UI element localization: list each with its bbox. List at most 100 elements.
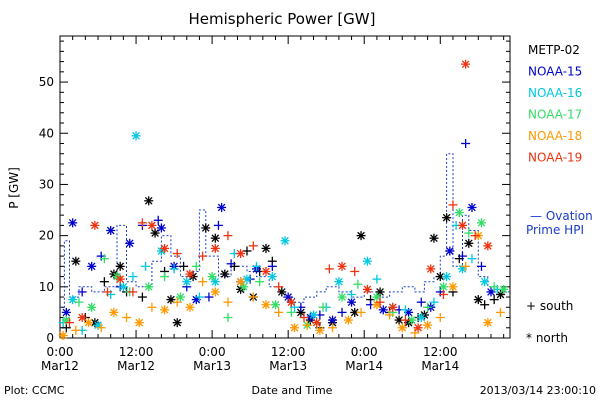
north-point [144, 196, 154, 206]
north-point [239, 282, 249, 292]
north-point [150, 228, 160, 238]
south-point [137, 292, 147, 302]
south-point [226, 259, 236, 269]
south-point [476, 261, 486, 271]
legend-south-label: + south [526, 299, 573, 313]
south-point [122, 313, 132, 323]
south-point [350, 266, 360, 276]
south-point [191, 261, 201, 271]
south-point [464, 228, 474, 238]
x-tick-label-date: Mar14 [345, 359, 383, 373]
north-point [356, 231, 366, 241]
north-point [476, 218, 486, 228]
south-point [435, 313, 445, 323]
south-point [179, 261, 189, 271]
south-point [416, 297, 426, 307]
north-point [480, 277, 490, 287]
north-point [210, 287, 220, 297]
north-point [457, 220, 467, 230]
north-point [207, 272, 217, 282]
x-tick-label-time: 0:00 [351, 345, 378, 359]
north-point [77, 313, 87, 323]
south-point [77, 287, 87, 297]
south-point [372, 274, 382, 284]
south-point [153, 215, 163, 225]
x-tick-label-date: Mar14 [421, 359, 459, 373]
south-point [65, 318, 75, 328]
north-point [210, 243, 220, 253]
south-point [489, 282, 499, 292]
south-point [255, 277, 265, 287]
south-point [385, 310, 395, 320]
legend-series-label: NOAA-18 [528, 129, 582, 143]
north-point [175, 292, 185, 302]
south-point [480, 300, 490, 310]
north-point [416, 313, 426, 323]
south-point [198, 277, 208, 287]
series-noaa-17 [61, 208, 509, 330]
north-point [90, 220, 100, 230]
north-point [448, 282, 458, 292]
south-point [302, 320, 312, 330]
north-point [236, 249, 246, 259]
south-point [248, 292, 258, 302]
north-point [156, 223, 166, 233]
north-point [312, 318, 322, 328]
south-point [137, 218, 147, 228]
north-point [58, 330, 68, 340]
north-point [464, 238, 474, 248]
north-point [445, 246, 455, 256]
north-point [185, 269, 195, 279]
north-point [438, 282, 448, 292]
north-point [106, 226, 116, 236]
north-point [267, 272, 277, 282]
north-point [435, 272, 445, 282]
south-point [324, 264, 334, 274]
series-noaa-16 [58, 131, 502, 335]
south-point [251, 261, 261, 271]
south-point [223, 297, 233, 307]
south-point [429, 297, 439, 307]
south-point [71, 325, 81, 335]
x-tick-label-time: 0:00 [199, 345, 226, 359]
south-point [141, 261, 151, 271]
north-point [334, 277, 344, 287]
north-point [280, 236, 290, 246]
south-point [99, 254, 109, 264]
north-point [378, 305, 388, 315]
south-point [103, 287, 113, 297]
north-point [185, 302, 195, 312]
south-point [204, 292, 214, 302]
x-tick-label-time: 12:00 [119, 345, 154, 359]
south-point [99, 277, 109, 287]
north-point [277, 287, 287, 297]
north-point [236, 277, 246, 287]
north-point [125, 238, 135, 248]
north-point [115, 261, 125, 271]
legend-series-label: NOAA-15 [528, 65, 582, 79]
north-point [372, 292, 382, 302]
south-point [410, 328, 420, 338]
y-tick-label: 40 [39, 126, 54, 140]
south-point [457, 251, 467, 261]
x-tick-label-date: Mar13 [193, 359, 231, 373]
north-point [283, 292, 293, 302]
north-point [220, 269, 230, 279]
south-point [423, 302, 433, 312]
north-point [210, 233, 220, 243]
south-point [489, 295, 499, 305]
legend-series-label: NOAA-16 [528, 86, 582, 100]
footer-plot-credit: Plot: CCMC [4, 384, 65, 397]
north-point [71, 256, 81, 266]
chart-title: Hemispheric Power [GW] [189, 10, 376, 28]
south-point [198, 251, 208, 261]
north-point [315, 325, 325, 335]
south-point [128, 287, 138, 297]
north-point [473, 295, 483, 305]
south-point [347, 289, 357, 299]
south-point [172, 249, 182, 259]
y-tick-label: 0 [46, 331, 54, 345]
north-point [182, 277, 192, 287]
north-point [134, 318, 144, 328]
